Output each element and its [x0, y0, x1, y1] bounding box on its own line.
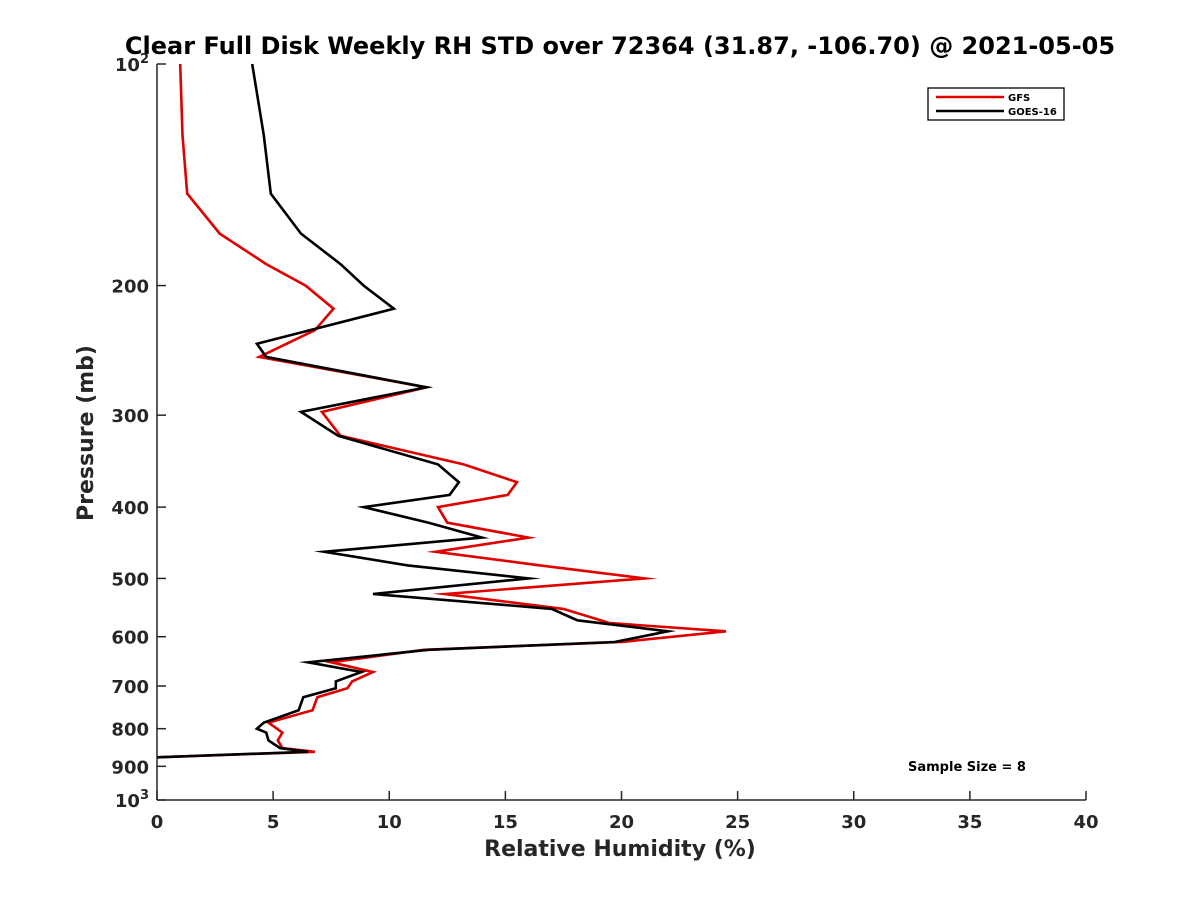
- series-line-goes-16: [156, 63, 677, 759]
- x-tick-label: 25: [725, 812, 750, 833]
- x-tick-label: 10: [377, 812, 402, 833]
- y-tick-label: 800: [111, 720, 149, 741]
- y-tick-label: 200: [111, 277, 149, 298]
- y-tick-label: 700: [111, 677, 149, 698]
- legend: GFS GOES-16: [927, 87, 1065, 121]
- y-axis-label: Pressure (mb): [74, 345, 99, 521]
- x-tick-label: 30: [841, 812, 866, 833]
- y-tick-label: 500: [111, 569, 149, 590]
- y-tick-label: 900: [111, 757, 149, 778]
- x-tick-label: 40: [1073, 812, 1098, 833]
- x-tick-label: 20: [609, 812, 634, 833]
- y-tick-label: 103: [115, 788, 149, 812]
- legend-label: GOES-16: [1008, 107, 1057, 118]
- y-tick-label: 400: [111, 498, 149, 519]
- x-tick-label: 0: [151, 812, 164, 833]
- y-tick-label: 300: [111, 406, 149, 427]
- ticks-layer: 0 5 10 15 20 25 30 35 40 102 200 300 400 500 600 700 800…: [111, 52, 1098, 833]
- series-layer: [156, 63, 727, 759]
- x-tick-label: 35: [957, 812, 982, 833]
- y-tick-label: 102: [115, 52, 149, 76]
- x-tick-label: 15: [493, 812, 518, 833]
- x-axis-label: Relative Humidity (%): [484, 837, 756, 862]
- legend-box: [927, 87, 1065, 121]
- sample-size-annotation: Sample Size = 8: [908, 760, 1026, 775]
- plot-area: 0 5 10 15 20 25 30 35 40 102 200 300 400 500 600 700 800…: [111, 52, 1098, 833]
- x-tick-label: 5: [267, 812, 280, 833]
- chart-title: Clear Full Disk Weekly RH STD over 72364…: [125, 32, 1115, 60]
- legend-label: GFS: [1008, 93, 1030, 104]
- series-line-gfs: [156, 63, 727, 759]
- y-tick-label: 600: [111, 628, 149, 649]
